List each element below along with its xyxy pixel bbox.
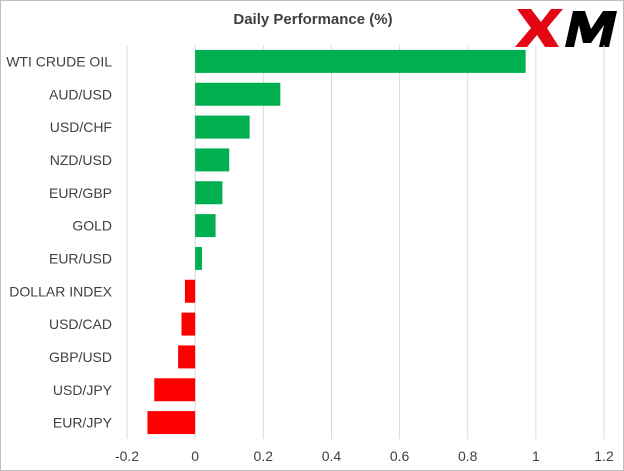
x-tick-label: 0.8 bbox=[458, 448, 478, 464]
bars bbox=[147, 49, 526, 435]
category-label: NZD/USD bbox=[50, 152, 112, 168]
chart-title: Daily Performance (%) bbox=[233, 11, 393, 28]
category-label: DOLLAR INDEX bbox=[9, 283, 112, 299]
xm-logo bbox=[515, 9, 617, 47]
logo-x-glyph bbox=[515, 9, 563, 47]
bar-aud-usd bbox=[195, 82, 281, 106]
category-label: USD/CAD bbox=[49, 316, 112, 332]
bar-eur-jpy bbox=[147, 411, 196, 435]
bar-nzd-usd bbox=[195, 148, 230, 172]
category-labels: WTI CRUDE OIL AUD/USD USD/CHF NZD/USD EUR/GB… bbox=[6, 53, 112, 430]
x-tick-label: 0.4 bbox=[322, 448, 342, 464]
category-label: WTI CRUDE OIL bbox=[6, 53, 112, 69]
category-label: GOLD bbox=[72, 218, 112, 234]
bar-usd-jpy bbox=[154, 378, 196, 402]
category-label: USD/JPY bbox=[53, 382, 113, 398]
bar-dollar-index bbox=[184, 279, 196, 303]
x-tick-label: -0.2 bbox=[115, 448, 139, 464]
bar-wti-crude-oil bbox=[195, 49, 526, 73]
category-label: EUR/JPY bbox=[53, 415, 113, 431]
x-tick-label: 0.6 bbox=[390, 448, 410, 464]
bar-gold bbox=[195, 214, 216, 238]
category-label: EUR/GBP bbox=[49, 185, 112, 201]
category-label: EUR/USD bbox=[49, 250, 112, 266]
bar-eur-usd bbox=[195, 246, 202, 270]
category-label: USD/CHF bbox=[50, 119, 112, 135]
logo-m-glyph bbox=[565, 11, 617, 47]
bar-eur-gbp bbox=[195, 181, 223, 205]
x-tick-label: 0.2 bbox=[254, 448, 274, 464]
category-label: AUD/USD bbox=[49, 86, 112, 102]
bar-usd-chf bbox=[195, 115, 250, 139]
category-label: GBP/USD bbox=[49, 349, 112, 365]
gridlines bbox=[126, 45, 605, 439]
x-tick-label: 1 bbox=[532, 448, 540, 464]
x-tick-label: 0 bbox=[191, 448, 199, 464]
bar-gbp-usd bbox=[178, 345, 196, 369]
bar-usd-cad bbox=[181, 312, 196, 336]
x-tick-labels: -0.2 0 0.2 0.4 0.6 0.8 1 1.2 bbox=[115, 448, 614, 464]
x-tick-label: 1.2 bbox=[594, 448, 614, 464]
